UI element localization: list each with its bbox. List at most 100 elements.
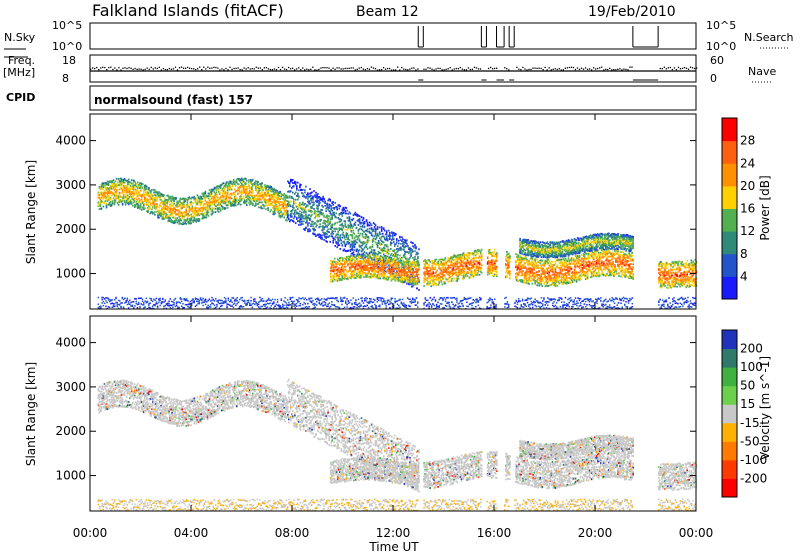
scatter-cell xyxy=(138,206,140,209)
scatter-cell xyxy=(334,215,336,218)
freq-point xyxy=(560,69,562,71)
scatter-cell xyxy=(226,192,229,194)
scatter-cell xyxy=(258,195,260,197)
scatter-cell xyxy=(306,195,308,198)
scatter-cell xyxy=(360,222,363,224)
scatter-cell xyxy=(220,201,223,203)
scatter-cell xyxy=(174,208,176,211)
scatter-cell xyxy=(109,192,112,195)
scatter-cell xyxy=(214,211,217,214)
scatter-cell xyxy=(351,246,354,249)
scatter-cell xyxy=(101,194,104,197)
scatter-cell xyxy=(257,192,259,195)
scatter-cell xyxy=(367,236,370,239)
scatter-cell xyxy=(401,248,403,251)
scatter-cell xyxy=(384,259,387,262)
scatter-cell xyxy=(305,215,307,217)
scatter-cell xyxy=(117,195,120,198)
scatter-cell xyxy=(146,185,148,188)
scatter-cell xyxy=(342,249,345,252)
freq-point xyxy=(467,67,470,69)
scatter-cell xyxy=(402,264,404,266)
scatter-cell xyxy=(204,216,207,219)
scatter-cell xyxy=(412,264,415,267)
scatter-cell xyxy=(245,192,247,195)
scatter-cell xyxy=(408,279,411,282)
scatter-cell xyxy=(370,266,372,269)
scatter-cell xyxy=(274,204,276,207)
scatter-cell xyxy=(130,195,133,198)
scatter-cell xyxy=(403,267,405,270)
scatter-cell xyxy=(186,199,189,202)
scatter-cell xyxy=(370,275,372,278)
scatter-cell xyxy=(295,202,297,205)
scatter-cell xyxy=(195,203,198,206)
scatter-cell xyxy=(274,189,276,191)
scatter-cell xyxy=(270,190,272,193)
scatter-cell xyxy=(327,221,329,224)
scatter-cell xyxy=(373,226,376,228)
scatter-cell xyxy=(248,201,250,204)
scatter-cell xyxy=(381,274,383,276)
scatter-cell xyxy=(288,202,290,205)
scatter-cell xyxy=(425,268,427,270)
scatter-cell xyxy=(309,202,311,205)
freq-point xyxy=(154,67,156,69)
scatter-cell xyxy=(269,210,271,213)
scatter-cell xyxy=(404,241,406,244)
scatter-cell xyxy=(149,189,151,192)
scatter-cell xyxy=(266,192,268,195)
freq-point xyxy=(542,69,544,71)
scatter-cell xyxy=(362,270,364,273)
scatter-cell xyxy=(126,194,129,197)
scatter-cell xyxy=(153,197,155,200)
scatter-cell xyxy=(251,188,253,191)
scatter-cell xyxy=(338,277,340,280)
scatter-cell xyxy=(259,183,261,185)
scatter-cell xyxy=(227,186,230,189)
scatter-cell xyxy=(152,206,154,209)
scatter-cell xyxy=(386,260,388,262)
scatter-cell xyxy=(346,241,349,243)
scatter-cell xyxy=(175,197,177,200)
scatter-cell xyxy=(107,192,110,194)
scatter-cell xyxy=(389,270,392,273)
scatter-cell xyxy=(307,216,309,219)
scatter-cell xyxy=(339,271,341,274)
scatter-cell xyxy=(401,274,404,276)
scatter-cell xyxy=(349,256,351,258)
scatter-cell xyxy=(350,262,352,265)
scatter-cell xyxy=(252,194,254,197)
scatter-cell xyxy=(381,268,383,270)
scatter-cell xyxy=(132,184,135,187)
scatter-cell xyxy=(124,189,127,192)
scatter-cell xyxy=(185,210,187,213)
scatter-cell xyxy=(226,186,229,189)
scatter-cell xyxy=(299,185,301,187)
scatter-cell xyxy=(102,192,105,195)
scatter-cell xyxy=(161,213,163,216)
scatter-cell xyxy=(285,206,287,209)
scatter-cell xyxy=(215,205,218,208)
scatter-cell xyxy=(392,276,395,279)
scatter-cell xyxy=(121,187,124,190)
scatter-cell xyxy=(351,271,353,273)
scatter-cell xyxy=(192,210,195,213)
freq-point xyxy=(479,68,482,70)
scatter-cell xyxy=(362,230,365,233)
scatter-cell xyxy=(351,234,354,236)
scatter-cell xyxy=(195,207,198,209)
scatter-cell xyxy=(411,241,413,244)
scatter-cell xyxy=(317,197,319,200)
scatter-cell xyxy=(208,205,211,208)
scatter-cell xyxy=(109,201,112,203)
scatter-cell xyxy=(349,228,352,231)
scatter-cell xyxy=(328,210,330,213)
scatter-cell xyxy=(300,215,302,218)
scatter-cell xyxy=(331,230,333,233)
scatter-cell xyxy=(116,189,119,191)
scatter-cell xyxy=(376,264,378,267)
scatter-cell xyxy=(115,177,118,180)
scatter-cell xyxy=(383,276,385,278)
scatter-cell xyxy=(392,268,395,271)
